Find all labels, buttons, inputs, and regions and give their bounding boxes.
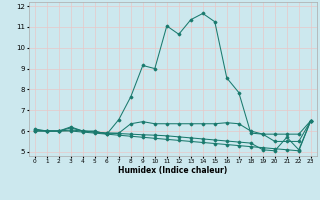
X-axis label: Humidex (Indice chaleur): Humidex (Indice chaleur) bbox=[118, 166, 228, 175]
